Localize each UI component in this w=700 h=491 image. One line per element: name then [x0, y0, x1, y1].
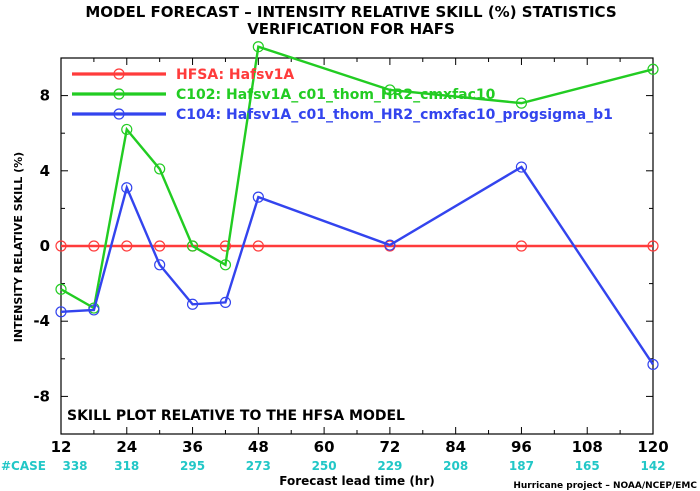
data-point: [252, 191, 264, 203]
data-point: [186, 240, 199, 252]
data-point: [647, 63, 659, 75]
data-point: [55, 283, 67, 295]
data-point: [384, 239, 396, 251]
x-tick-label: 60: [314, 438, 335, 456]
data-point: [186, 298, 199, 310]
series-line-2: [60, 45, 654, 310]
y-axis-label: INTENSITY RELATIVE SKILL (%): [12, 152, 25, 342]
x-tick-label: 72: [379, 438, 400, 456]
data-point: [154, 163, 166, 175]
case-count-label: #CASE: [1, 459, 46, 473]
legend-marker-3: [113, 108, 125, 120]
case-count: 187: [509, 459, 534, 473]
data-point: [154, 259, 166, 271]
data-point: [55, 306, 67, 318]
data-point: [121, 182, 133, 194]
legend-entry-1: HFSA: Hafsv1A: [176, 67, 294, 83]
x-tick-label: 120: [637, 438, 668, 456]
x-tick-label: 24: [116, 438, 137, 456]
case-count: 208: [443, 459, 468, 473]
series-line-3: [60, 165, 654, 366]
data-point: [252, 240, 264, 252]
x-axis-label: Forecast lead time (hr): [279, 474, 435, 488]
x-tick-label: 108: [572, 438, 603, 456]
data-point: [384, 84, 396, 96]
y-tick-label: 4: [40, 162, 50, 180]
data-point: [121, 123, 133, 136]
x-tick-label: 96: [511, 438, 532, 456]
case-count: 142: [640, 459, 665, 473]
y-tick-label: -4: [33, 312, 50, 330]
chart-title: MODEL FORECAST – INTENSITY RELATIVE SKIL…: [85, 3, 616, 21]
case-count: 165: [575, 459, 600, 473]
y-tick-label: 8: [40, 87, 50, 105]
data-point: [88, 304, 100, 316]
data-point: [515, 240, 528, 252]
legend-entry-3: C104: Hafsv1A_c01_thom_HR2_cmxfac10_prog…: [176, 107, 613, 123]
data-point: [88, 240, 100, 252]
data-point: [121, 240, 133, 252]
case-count: 338: [62, 459, 87, 473]
data-point: [515, 161, 528, 173]
x-tick-label: 36: [182, 438, 203, 456]
data-point: [647, 358, 659, 371]
data-point: [55, 240, 67, 252]
case-count: 273: [246, 459, 271, 473]
chart-subtitle: VERIFICATION FOR HAFS: [247, 20, 455, 38]
y-tick-label: 0: [40, 237, 50, 255]
x-tick-label: 48: [248, 438, 269, 456]
case-count: 295: [180, 459, 205, 473]
data-point: [647, 240, 659, 252]
case-count: 318: [114, 459, 139, 473]
y-tick-label: -8: [33, 387, 50, 405]
legend-entry-2: C102: Hafsv1A_c01_thom_HR2_cmxfac10: [176, 87, 496, 103]
skill-plot-annotation: SKILL PLOT RELATIVE TO THE HFSA MODEL: [67, 408, 405, 424]
case-count: 229: [377, 459, 402, 473]
data-point: [515, 97, 528, 109]
data-point: [219, 259, 232, 271]
credit-text: Hurricane project – NOAA/NCEP/EMC: [513, 481, 697, 491]
data-point: [252, 41, 264, 53]
legend-marker-1: [113, 68, 125, 80]
x-tick-label: 84: [445, 438, 466, 456]
x-tick-label: 12: [51, 438, 72, 456]
legend-marker-2: [113, 88, 125, 100]
data-point: [154, 240, 166, 252]
case-count: 250: [312, 459, 337, 473]
data-point: [219, 296, 232, 308]
data-point: [219, 240, 232, 252]
